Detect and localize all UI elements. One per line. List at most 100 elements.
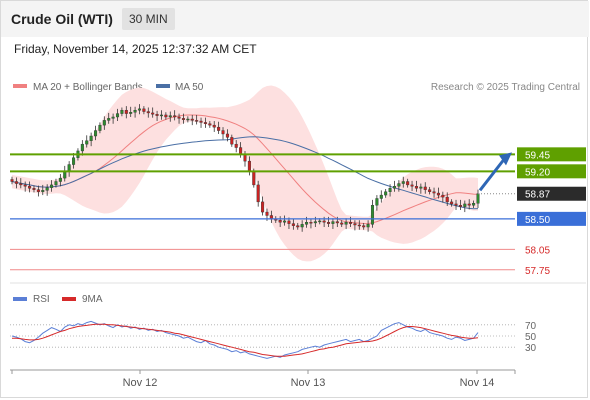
candle-body	[243, 154, 247, 162]
time-tick-label-2: Nov 14	[460, 377, 495, 389]
candle-body	[476, 193, 480, 204]
ma20-legend-label: MA 20 + Bollinger Bands	[33, 82, 143, 93]
candle-body	[296, 225, 300, 228]
rsi-level-label-50: 50	[525, 332, 537, 343]
candle-body	[445, 196, 449, 203]
candle-body	[212, 124, 216, 128]
candle-body	[261, 201, 265, 213]
candle-body	[32, 188, 36, 190]
rsi-ma-legend-label: 9MA	[82, 294, 103, 305]
candle-body	[291, 223, 295, 226]
candle-body	[94, 130, 98, 137]
ma50-legend-swatch	[156, 84, 170, 88]
candle-body	[283, 220, 287, 223]
candle-body	[414, 186, 418, 189]
rsi-ma-line	[12, 323, 479, 357]
candle-body	[406, 181, 410, 186]
candle-body	[124, 109, 128, 114]
candle-body	[423, 186, 427, 190]
candle-body	[190, 118, 194, 121]
candle-body	[357, 224, 361, 227]
ma50-legend-label: MA 50	[175, 82, 204, 93]
candle-body	[54, 181, 58, 186]
candle-body	[392, 186, 396, 189]
rsi-line	[11, 320, 479, 359]
ma50-line	[11, 136, 479, 210]
candle-body	[85, 140, 89, 145]
candle-body	[309, 222, 313, 224]
level-tag-bg-59.45	[517, 147, 586, 162]
candle-body	[63, 171, 67, 179]
time-axis: Nov 12 Nov 13 Nov 14	[10, 369, 516, 389]
candle-body	[177, 116, 181, 119]
candle-body	[327, 222, 331, 224]
price-tags: 59.45 59.20 58.50 58.05 57.75 58.87	[478, 147, 586, 277]
candle-body	[217, 126, 221, 131]
candle-body	[102, 120, 106, 126]
forecast-arrow-head	[499, 152, 512, 166]
candle-body	[388, 188, 392, 192]
candle-body	[225, 133, 229, 138]
candle-body	[331, 221, 335, 224]
candle-body	[199, 120, 203, 123]
price-plot	[10, 85, 480, 262]
candle-body	[410, 184, 414, 187]
level-lines	[10, 153, 515, 271]
candle-body	[151, 112, 155, 115]
candle-body	[137, 108, 142, 111]
candle-body	[300, 224, 304, 228]
candle-body	[203, 122, 207, 124]
candle-body	[366, 224, 370, 228]
chart-header: Crude Oil (WTI) 30 MIN	[1, 1, 589, 37]
candle-body	[115, 113, 120, 118]
candle-body	[10, 179, 14, 182]
candle-body	[384, 191, 388, 196]
candle-body	[344, 222, 348, 225]
candle-body	[441, 194, 445, 198]
interval-badge[interactable]: 30 MIN	[122, 8, 175, 30]
candle-body	[472, 203, 476, 206]
level-label-58.50: 58.50	[525, 215, 550, 226]
candle-body	[230, 137, 234, 145]
candle-body	[432, 191, 436, 194]
level-label-59.20: 59.20	[525, 167, 550, 178]
candle-body	[428, 189, 432, 192]
candle-body	[362, 225, 366, 228]
candle-body	[313, 221, 317, 224]
candle-body	[287, 220, 291, 224]
instrument-title: Crude Oil (WTI)	[11, 11, 113, 27]
candle-body	[247, 160, 251, 172]
candle-body	[436, 192, 440, 196]
candle-body	[467, 203, 471, 206]
candle-body	[278, 220, 282, 223]
candle-body	[195, 120, 199, 122]
candle-body	[168, 115, 172, 118]
candle-body	[159, 114, 163, 117]
candle-body	[72, 157, 76, 165]
candle-body	[58, 177, 62, 182]
candle-body	[45, 187, 49, 191]
candle-body	[252, 171, 256, 186]
rsi-legend-label: RSI	[33, 294, 50, 305]
candle-body	[463, 203, 467, 207]
candle-body	[458, 205, 462, 207]
candle-body	[120, 109, 124, 114]
candle-body	[401, 181, 405, 184]
rsi-legend-swatch	[13, 297, 27, 301]
time-tick-label-1: Nov 13	[291, 377, 326, 389]
candle-body	[155, 114, 159, 116]
bollinger-band	[12, 85, 478, 262]
candle-body	[89, 135, 93, 141]
forecast-arrow-shaft	[478, 158, 506, 192]
candle-body	[133, 109, 137, 113]
candle-body	[41, 190, 45, 192]
last-price-label: 58.87	[525, 190, 550, 201]
candle-body	[234, 143, 238, 148]
level-label-59.45: 59.45	[525, 150, 550, 161]
candle-body	[318, 220, 322, 223]
candle-body	[379, 194, 383, 199]
candle-body	[23, 184, 27, 187]
candle-body	[50, 184, 54, 188]
